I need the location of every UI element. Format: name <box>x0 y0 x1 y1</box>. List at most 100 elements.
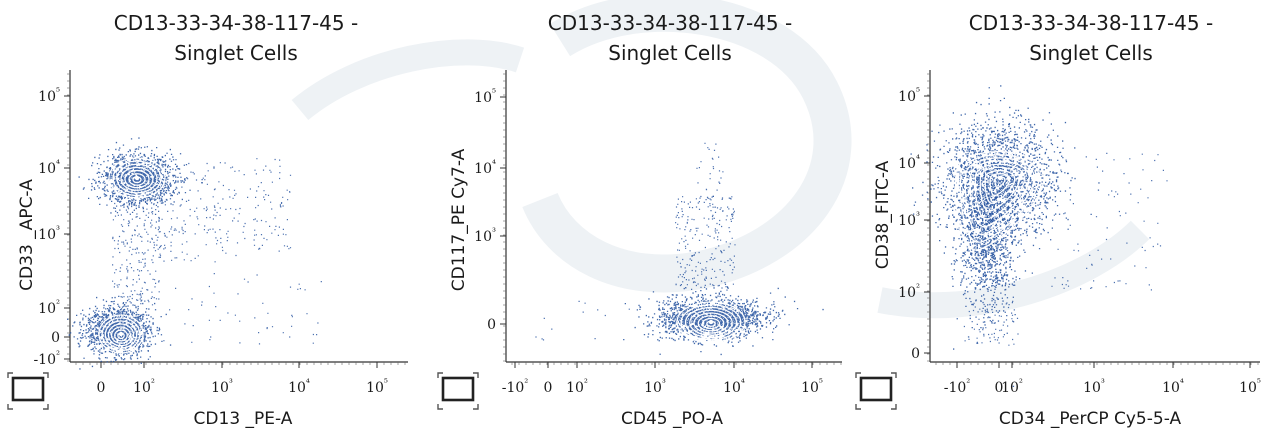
scatter-sparse-low <box>963 300 1019 346</box>
x-axis-label: CD34 _PerCP Cy5-5-A <box>999 409 1182 429</box>
rectangle-gate-icon[interactable] <box>855 372 897 410</box>
y-tick-label: 10² <box>38 299 60 317</box>
axes-frame <box>64 70 408 368</box>
contour-level <box>959 154 1040 243</box>
contour-peak <box>134 175 140 181</box>
contour-level <box>701 317 721 330</box>
panel-title-line1: CD13-33-34-38-117-45 - <box>113 11 359 35</box>
y-axis-label: CD33 _APC-A <box>17 179 37 291</box>
rectangle-gate-glyph <box>7 372 49 410</box>
contour-level <box>124 169 150 189</box>
scatter-upper-sparse <box>695 142 724 201</box>
contour-level <box>104 320 138 349</box>
panel-title-line1: CD13-33-34-38-117-45 - <box>547 11 793 35</box>
y-tick-label: 10⁴ <box>38 159 60 177</box>
y-tick-label: -10² <box>33 350 60 368</box>
panel-title-line2: Singlet Cells <box>174 41 298 65</box>
rectangle-gate-glyph <box>855 372 897 410</box>
panel-title-line1: CD13-33-34-38-117-45 - <box>968 11 1214 35</box>
x-tick-label: 10² <box>1001 378 1023 396</box>
x-tick-label: 10⁵ <box>366 378 388 396</box>
x-tick-label: 10² <box>566 378 588 396</box>
scatter-bridge <box>112 200 162 306</box>
y-tick-label: 10³ <box>38 225 60 243</box>
y-tick-label: 10³ <box>898 211 920 229</box>
population-cd33-negative-dots <box>67 295 172 383</box>
y-tick-label: 0 <box>911 346 920 362</box>
y-tick-label: 10⁵ <box>474 88 496 106</box>
panel-title: CD13-33-34-38-117-45 - Singlet Cells <box>941 8 1241 68</box>
y-tick-label: 10³ <box>474 227 496 245</box>
contour-level <box>108 157 166 199</box>
x-tick-label: 10⁵ <box>1239 378 1261 396</box>
y-tick-label: 10⁵ <box>38 87 60 105</box>
y-tick-label: 0 <box>51 330 60 346</box>
scatter-sparse-right <box>1051 152 1168 291</box>
contour-level <box>116 163 158 194</box>
x-axis-label: CD13 _PE-A <box>194 409 293 429</box>
x-tick-label: 0 <box>97 380 106 396</box>
plot-area[interactable]: CD45 _PO-A CD117_PE Cy7-A -10² 0 10² 10³ 10⁴… <box>430 0 850 432</box>
contour-level <box>989 173 1011 197</box>
contours-cd33-positive <box>108 157 166 199</box>
axes-frame <box>500 70 842 368</box>
scatter-left-sparse <box>535 300 630 341</box>
scatter-sparse-low <box>163 273 322 345</box>
contour-level <box>697 315 725 332</box>
axes-frame <box>924 70 1260 368</box>
contour-level <box>112 160 162 197</box>
contour-level <box>680 304 742 341</box>
scatter-upward-tail <box>675 195 736 291</box>
x-tick-label: 10⁵ <box>801 378 823 396</box>
x-tick-label: 10³ <box>644 378 666 396</box>
rectangle-gate-icon[interactable] <box>7 372 49 410</box>
plot-panel-cd13-cd33: CD13-33-34-38-117-45 - Singlet Cells CD1… <box>0 0 420 432</box>
population-cd33-negative <box>67 295 172 383</box>
panel-title: CD13-33-34-38-117-45 - Singlet Cells <box>86 8 386 68</box>
contour-level <box>101 317 141 352</box>
plot-panel-cd45-cd117: CD13-33-34-38-117-45 - Singlet Cells CD4… <box>430 0 850 432</box>
contours-cd33-negative <box>98 314 144 354</box>
rectangle-gate-icon[interactable] <box>437 372 479 410</box>
y-tick-label: 10² <box>898 283 920 301</box>
x-tick-label: 10⁴ <box>288 378 310 396</box>
x-tick-label: -10² <box>944 378 971 396</box>
rectangle-gate-glyph <box>437 372 479 410</box>
y-tick-label: 10⁴ <box>898 154 920 172</box>
plot-panel-cd34-cd38: CD13-33-34-38-117-45 - Singlet Cells CD3… <box>848 0 1268 432</box>
contour-level <box>969 160 1030 228</box>
contour-level <box>974 163 1026 220</box>
panel-title-line2: Singlet Cells <box>608 41 732 65</box>
x-tick-label: 10³ <box>211 378 233 396</box>
panel-title-line2: Singlet Cells <box>1029 41 1153 65</box>
contour-level <box>120 166 154 191</box>
contour-level <box>964 157 1035 236</box>
contour-level <box>984 169 1016 204</box>
contour-level <box>979 166 1021 212</box>
y-tick-label: 0 <box>487 317 496 333</box>
contour-peak <box>997 175 1003 181</box>
y-axis-label: CD117_PE Cy7-A <box>449 148 469 291</box>
y-tick-label: 10⁵ <box>898 87 920 105</box>
contour-level <box>98 314 144 354</box>
contours-cd45 <box>676 301 746 343</box>
x-axis-label: CD45 _PO-A <box>621 409 723 429</box>
x-tick-label: 0 <box>544 380 553 396</box>
scatter-spread-right <box>150 158 292 263</box>
x-tick-label: -10² <box>502 378 529 396</box>
plot-area[interactable]: CD13 _PE-A CD33 _APC-A 0 10² 10³ 10⁴ 10⁵ -10²… <box>0 0 420 432</box>
contour-level <box>114 329 128 342</box>
contour-level <box>954 151 1045 251</box>
contour-level <box>107 323 135 347</box>
contour-peak <box>708 319 714 325</box>
contours-cd38 <box>954 151 1045 251</box>
contour-level <box>693 312 729 334</box>
x-tick-label: 10³ <box>1083 378 1105 396</box>
plot-area[interactable]: CD34 _PerCP Cy5-5-A CD38_FITC-A -10² 010²… <box>848 0 1268 432</box>
x-tick-label: 0 <box>995 380 1004 396</box>
y-axis-label: CD38_FITC-A <box>873 160 893 269</box>
x-tick-label: 10² <box>133 378 155 396</box>
x-tick-label: 10⁴ <box>723 378 745 396</box>
contour-level <box>128 173 146 186</box>
